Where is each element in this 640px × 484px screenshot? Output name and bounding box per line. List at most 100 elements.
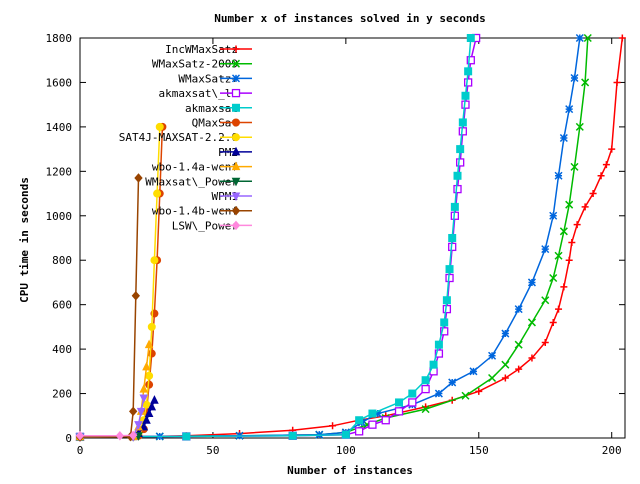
legend-entry: LSW\_Power: [172, 219, 252, 232]
data-point: [581, 78, 590, 87]
legend-marker: [231, 192, 241, 202]
data-point: [456, 145, 465, 154]
legend-label: akmaxsat: [185, 102, 238, 115]
x-tick-label: 150: [469, 444, 489, 457]
data-point: [570, 73, 579, 83]
data-point: [445, 265, 454, 274]
series-11: [75, 173, 143, 442]
data-point: [501, 360, 510, 369]
legend-label: wbo-1.4b-wcnf: [152, 205, 238, 218]
data-point: [147, 349, 156, 358]
data-point: [450, 202, 459, 211]
legend-marker: [232, 118, 240, 127]
data-point: [541, 296, 550, 305]
data-point: [421, 384, 430, 394]
legend-entry: WMaxsat\_Power: [145, 175, 252, 188]
data-point: [583, 33, 592, 43]
data-point: [515, 365, 523, 373]
legend-entry: akmaxsat: [185, 102, 252, 115]
data-point: [488, 351, 497, 360]
data-point: [421, 376, 430, 385]
x-tick-label: 50: [206, 444, 219, 457]
y-tick-label: 200: [52, 388, 72, 401]
data-point: [394, 407, 404, 416]
data-point: [155, 122, 164, 131]
data-point: [150, 395, 159, 404]
data-point: [355, 416, 364, 425]
legend-marker: [231, 205, 241, 216]
data-point: [541, 338, 549, 346]
data-point: [554, 251, 563, 260]
series-line: [79, 37, 477, 438]
data-point: [421, 405, 430, 414]
series-12: [75, 430, 138, 441]
data-point: [527, 278, 536, 287]
legend-label: akmaxsat\_ls: [159, 87, 238, 100]
data-point: [129, 406, 138, 417]
legend-label: QMaxSat: [192, 117, 238, 130]
data-point: [456, 158, 465, 167]
data-point: [559, 227, 568, 236]
data-point: [514, 305, 523, 314]
data-point: [575, 33, 584, 43]
data-point: [461, 391, 470, 400]
data-point: [440, 318, 449, 327]
data-point: [440, 327, 449, 336]
series-2: [75, 33, 584, 441]
legend-marker: [231, 177, 241, 187]
axes: 0 50 100 150 200 0 200 400 600 800 1000 1200 1400 160…: [46, 32, 626, 457]
data-point: [488, 373, 497, 383]
series-line: [79, 397, 145, 438]
data-point: [150, 256, 159, 265]
legend-entry: WMaxSatz-2009: [152, 58, 252, 71]
data-point: [549, 273, 558, 283]
data-point: [461, 91, 470, 100]
data-point: [570, 162, 579, 171]
data-point: [354, 427, 364, 436]
data-point: [145, 371, 154, 380]
data-point: [131, 291, 140, 301]
data-point: [565, 105, 574, 114]
data-point: [442, 304, 452, 314]
data-point: [448, 378, 457, 387]
data-point: [618, 34, 626, 42]
series-lines: [75, 33, 626, 443]
data-point: [408, 398, 417, 407]
data-point: [527, 318, 536, 327]
data-point: [139, 421, 149, 431]
data-point: [453, 171, 462, 180]
data-point: [144, 408, 154, 418]
legend-marker: [232, 103, 240, 112]
data-point: [115, 431, 125, 441]
series-line: [79, 37, 581, 438]
legend-entry: akmaxsat\_ls: [159, 87, 252, 100]
data-point: [528, 354, 536, 362]
y-tick-label: 800: [52, 254, 72, 267]
data-point: [395, 398, 404, 407]
y-tick-label: 1600: [46, 76, 73, 89]
legend-marker: [231, 74, 241, 83]
data-point: [448, 234, 457, 242]
data-point: [134, 173, 143, 183]
data-point: [147, 322, 156, 331]
data-point: [429, 360, 438, 369]
series-1: [75, 33, 592, 441]
series-line: [79, 177, 140, 438]
legend-marker: [231, 146, 241, 156]
data-point: [565, 200, 574, 209]
y-tick-label: 1800: [46, 32, 73, 45]
legend-marker: [231, 88, 241, 98]
data-point: [597, 172, 605, 180]
data-point: [129, 430, 138, 441]
data-point: [463, 78, 473, 87]
data-point: [434, 340, 443, 349]
data-point: [589, 190, 597, 198]
data-point: [144, 339, 154, 349]
data-point: [442, 296, 451, 305]
data-point: [549, 211, 558, 220]
data-point: [560, 283, 568, 291]
data-point: [147, 401, 157, 411]
